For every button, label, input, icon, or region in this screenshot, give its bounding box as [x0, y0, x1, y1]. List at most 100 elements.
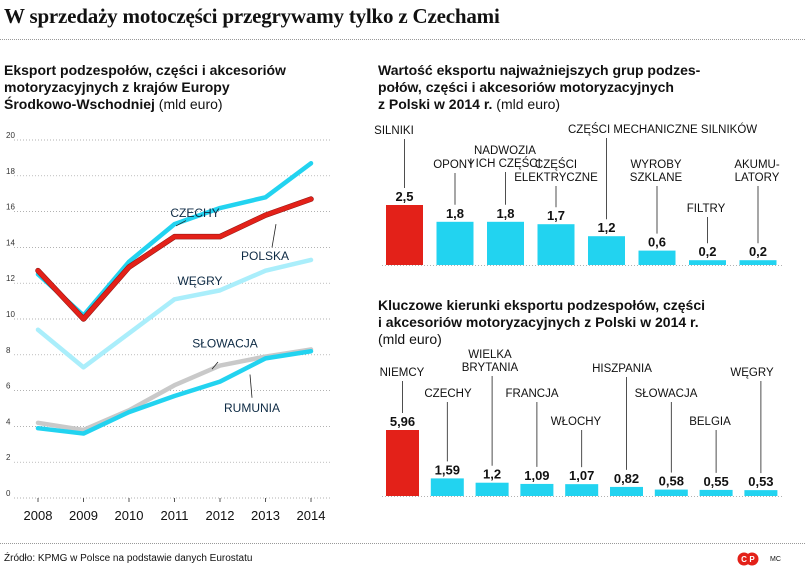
series-label-słowacja: SŁOWACJA	[192, 337, 258, 351]
bar-value-label: 1,8	[446, 206, 464, 221]
category-label: AKUMU-	[734, 159, 780, 171]
bar-value-label: 1,2	[483, 467, 501, 482]
bar-value-label: 0,2	[749, 244, 767, 259]
svg-text:C: C	[741, 555, 747, 564]
series-line-rumunia	[35, 348, 314, 436]
series-label-leader	[249, 374, 253, 398]
category-label: NADWOZIA	[474, 145, 536, 157]
bar	[744, 490, 778, 496]
bar-value-label: 0,2	[698, 244, 716, 259]
bar	[386, 430, 419, 496]
publisher-logo: C P	[737, 552, 759, 566]
x-tick-label: 2009	[69, 508, 98, 523]
category-label: WŁOCHY	[551, 416, 602, 428]
y-tick-label: 6	[6, 382, 11, 391]
bar	[430, 478, 464, 496]
bar-value-label: 0,55	[703, 474, 728, 489]
line-chart-unit: (mld euro)	[158, 96, 223, 112]
line-chart: 0 2 4 6 8 10 12 14 16 18 20 2008 2009 2010 2011 2012 201…	[6, 131, 330, 523]
line-chart-title-line: Środkowo-Wschodniej (mld euro)	[4, 96, 223, 112]
bar-value-label: 1,2	[597, 220, 615, 235]
category-label: CZĘŚCI	[535, 158, 577, 171]
y-tick-label: 8	[6, 346, 11, 355]
bar-top-title-line: z Polski w 2014 r. (mld euro)	[378, 96, 561, 112]
bar-bottom-title-line: i akcesoriów motoryzacyjnych z Polski w …	[378, 314, 699, 330]
bar	[588, 236, 625, 265]
bar-value-label: 0,82	[614, 471, 639, 486]
bar-value-label: 5,96	[390, 414, 415, 429]
category-label: SŁOWACJA	[635, 388, 698, 400]
series-label-leader	[271, 224, 277, 248]
category-label: HISZPANIA	[592, 363, 652, 375]
divider-top	[0, 39, 805, 40]
category-label: ELEKTRYCZNE	[514, 172, 598, 184]
y-tick-label: 4	[6, 417, 11, 426]
bar-value-label: 1,07	[569, 468, 594, 483]
bar	[638, 250, 676, 265]
bar-top-unit: (mld euro)	[496, 96, 561, 112]
series-label-czechy: CZECHY	[170, 206, 219, 220]
bar	[739, 260, 777, 265]
series-label-polska: POLSKA	[241, 249, 289, 263]
category-label: LATORY	[735, 172, 780, 184]
y-tick-label: 10	[6, 310, 15, 319]
bar-top-title-line: połów, części i akcesoriów motoryzacyjny…	[378, 79, 674, 95]
series-label-leader	[211, 361, 219, 370]
bar-value-label: 1,59	[435, 462, 460, 477]
bar	[436, 221, 474, 265]
x-tick-label: 2013	[251, 508, 280, 523]
category-label: CZĘŚCI MECHANICZNE SILNIKÓW	[568, 123, 757, 136]
line-chart-title: Eksport podzespołów, części i akcesoriów…	[4, 62, 286, 113]
bar	[610, 486, 643, 496]
bar	[565, 484, 599, 496]
category-label: BELGIA	[689, 416, 731, 428]
y-tick-label: 16	[6, 203, 15, 212]
bar-value-label: 1,09	[524, 468, 549, 483]
bar-top-title: Wartość eksportu najważniejszych grup po…	[378, 62, 700, 113]
category-label: BRYTANIA	[462, 362, 519, 374]
bar	[487, 221, 524, 265]
bar	[654, 489, 688, 496]
bar-bottom-unit: (mld euro)	[378, 331, 442, 347]
bar	[475, 482, 509, 496]
bar	[520, 483, 554, 496]
y-tick-label: 14	[6, 238, 15, 247]
series-label-rumunia: RUMUNIA	[224, 401, 280, 415]
bar-value-label: 0,53	[748, 474, 773, 489]
y-tick-label: 0	[6, 489, 11, 498]
category-label: WYROBY	[630, 159, 681, 171]
x-tick-label: 2010	[115, 508, 144, 523]
bar	[699, 489, 733, 496]
line-chart-title-line: motoryzacyjnych z krajów Europy	[4, 79, 230, 95]
bar-bottom-title-line: Kluczowe kierunki eksportu podzespołów, …	[378, 297, 706, 313]
bar-value-label: 0,58	[659, 474, 684, 489]
bar-top-title-line: Wartość eksportu najważniejszych grup po…	[378, 62, 701, 78]
series-line-polska	[35, 196, 314, 322]
svg-text:P: P	[749, 555, 755, 564]
divider-bottom	[0, 543, 805, 544]
bar	[689, 260, 726, 265]
category-label: FRANCJA	[505, 388, 558, 400]
source-note: Źródło: KPMG w Polsce na podstawie danyc…	[4, 553, 253, 564]
category-label: FILTRY	[687, 203, 726, 215]
x-tick-label: 2011	[161, 508, 189, 523]
bar-bottom-title: Kluczowe kierunki eksportu podzespołów, …	[378, 297, 705, 348]
bar-value-label: 0,6	[648, 235, 666, 250]
bar-value-label: 1,8	[496, 206, 514, 221]
x-tick-label: 2008	[24, 508, 53, 523]
series-line-węgry	[35, 257, 314, 370]
category-label: I ICH CZĘŚCI	[469, 157, 541, 170]
y-tick-label: 18	[6, 167, 15, 176]
category-label: SILNIKI	[374, 125, 414, 137]
y-tick-label: 20	[6, 131, 15, 140]
bar	[537, 224, 575, 265]
category-label: NIEMCY	[380, 367, 425, 379]
category-label: WĘGRY	[730, 367, 774, 379]
page-title: W sprzedaży motoczęści przegrywamy tylko…	[4, 4, 500, 28]
bar	[386, 205, 423, 265]
category-label: WIELKA	[468, 349, 512, 361]
category-label: OPONY	[433, 159, 475, 171]
y-tick-label: 2	[6, 453, 11, 462]
